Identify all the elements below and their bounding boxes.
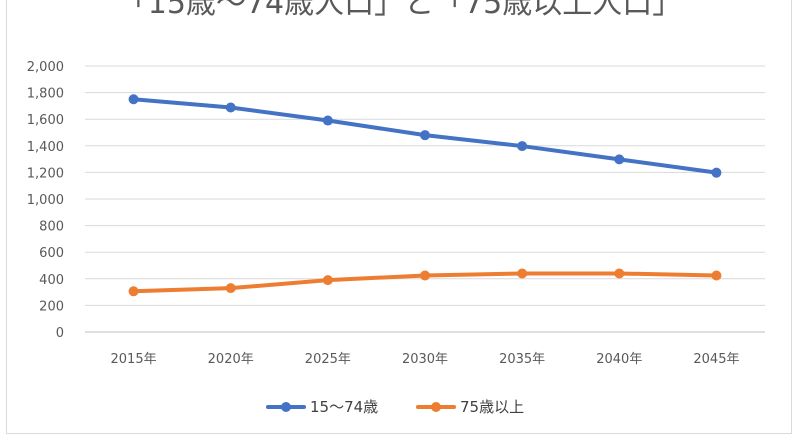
legend-label: 75歳以上	[460, 398, 524, 416]
y-tick-label: 0	[56, 326, 64, 341]
data-point	[128, 94, 139, 105]
y-tick-label: 800	[39, 220, 64, 235]
data-point	[614, 268, 625, 279]
y-tick-label: 1,600	[27, 113, 64, 128]
y-tick-label: 1,400	[27, 140, 64, 155]
data-point	[420, 130, 430, 141]
gridlines	[85, 65, 765, 333]
data-point	[128, 286, 139, 297]
x-tick-label: 2015年	[111, 352, 157, 367]
legend-marker	[281, 402, 291, 412]
data-point	[614, 154, 625, 165]
chart-title: 「15歳～74歳人口」と「75歳以上人口」	[117, 0, 683, 21]
y-tick-label: 1,000	[27, 193, 64, 208]
data-point	[322, 275, 333, 286]
y-tick-label: 1,800	[27, 87, 64, 102]
x-tick-label: 2030年	[402, 352, 448, 367]
y-tick-label: 2,000	[27, 60, 64, 75]
data-point	[517, 268, 528, 279]
data-point	[225, 102, 236, 113]
y-tick-label: 200	[39, 299, 64, 314]
data-point	[711, 270, 722, 281]
data-point	[517, 141, 528, 152]
data-point	[420, 270, 430, 281]
x-tick-label: 2020年	[208, 352, 254, 367]
series-group	[128, 94, 722, 297]
data-point	[322, 115, 333, 126]
x-axis-ticks: 2015年 2020年 2025年 2030年 2035年 2040年 2045年	[111, 352, 740, 367]
x-tick-label: 2025年	[305, 352, 351, 367]
y-tick-label: 600	[39, 246, 64, 261]
y-tick-label: 400	[39, 273, 64, 288]
legend: 15～74歳 75歳以上	[266, 398, 524, 416]
y-axis-ticks: 0 200 400 600 800 1,000 1,200 1,400 1,600 1,800 2,…	[27, 60, 64, 341]
legend-label: 15～74歳	[310, 398, 378, 416]
x-tick-label: 2040年	[596, 352, 642, 367]
x-tick-label: 2035年	[499, 352, 545, 367]
data-point	[225, 283, 236, 294]
line-chart: 0 200 400 600 800 1,000 1,200 1,400 1,600 1,800 2,…	[27, 60, 765, 416]
data-point	[711, 167, 722, 178]
legend-marker	[431, 402, 441, 412]
x-tick-label: 2045年	[693, 352, 739, 367]
y-tick-label: 1,200	[27, 166, 64, 181]
